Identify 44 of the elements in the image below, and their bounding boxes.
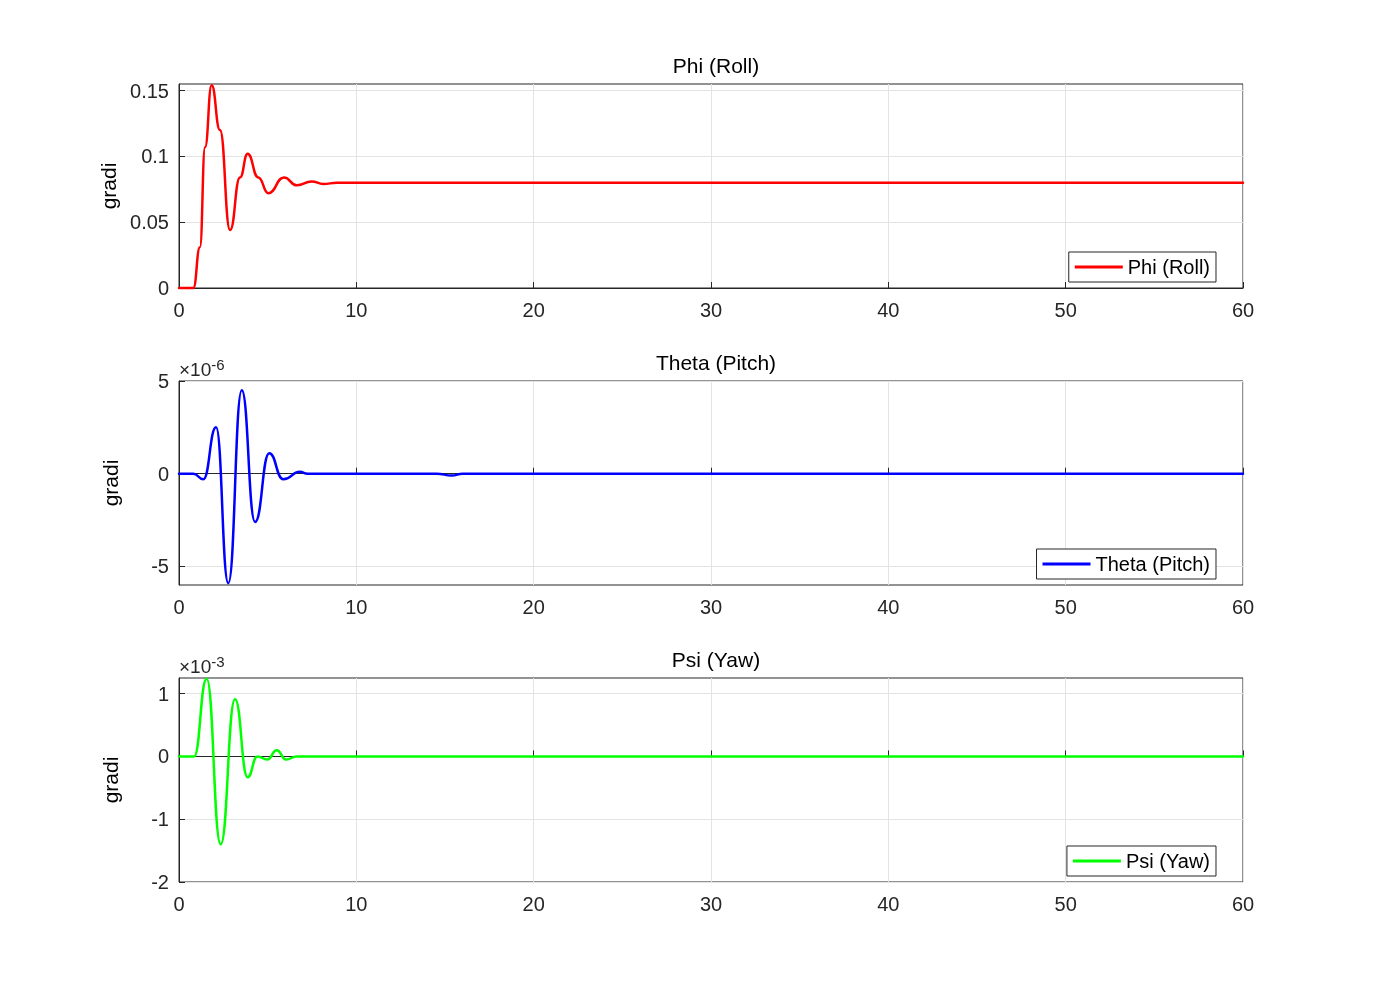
y-tick-label: -1: [151, 808, 169, 831]
y-tick-label: 0.15: [130, 79, 169, 102]
x-tick-label: 20: [522, 893, 545, 915]
y-tick-label: 0.05: [130, 211, 169, 234]
chart-title: Theta (Pitch): [655, 351, 777, 374]
chart-title: Psi (Yaw): [671, 648, 761, 671]
line-series: [177, 84, 1245, 290]
y-tick-label: 0: [157, 745, 169, 768]
x-tick-label: 60: [1231, 299, 1255, 321]
y-tick-label: 0: [157, 462, 169, 485]
x-tick-label: 10: [345, 893, 368, 915]
x-tick-label: 40: [877, 299, 900, 321]
x-tick-label: 20: [522, 299, 545, 321]
x-tick-label: 30: [699, 893, 723, 915]
y-tick-label: -5: [151, 555, 169, 578]
y-tick-label: -2: [151, 871, 169, 893]
y-tick-label: 0: [157, 277, 169, 299]
x-tick-label: 10: [345, 596, 368, 618]
legend-label: Theta (Pitch): [1095, 553, 1210, 575]
x-tick-label: 10: [345, 299, 368, 321]
x-tick-label: 50: [1054, 596, 1077, 618]
line-series: [177, 389, 1245, 585]
x-tick-label: 0: [173, 299, 185, 321]
legend-label: Psi (Yaw): [1125, 850, 1211, 872]
x-tick-label: 20: [522, 596, 545, 618]
x-tick-label: 40: [877, 893, 900, 915]
y-axis-title: gradi: [99, 756, 122, 804]
x-tick-label: 0: [173, 596, 185, 618]
chart-title: Phi (Roll): [672, 54, 760, 77]
line-series: [177, 677, 1245, 846]
x-tick-label: 60: [1231, 893, 1255, 915]
x-tick-label: 50: [1054, 893, 1077, 915]
x-tick-label: 60: [1231, 596, 1255, 618]
y-tick-label: 5: [157, 370, 169, 392]
y-tick-label: 0.1: [141, 145, 169, 168]
y-axis-title: gradi: [97, 162, 121, 210]
x-tick-label: 40: [877, 596, 900, 618]
x-tick-label: 30: [699, 596, 723, 618]
y-axis-title: gradi: [99, 459, 122, 507]
legend-label: Phi (Roll): [1127, 256, 1211, 278]
x-tick-label: 50: [1054, 299, 1077, 321]
y-tick-label: 1: [157, 682, 169, 705]
x-tick-label: 30: [699, 299, 723, 321]
x-tick-label: 0: [173, 893, 185, 915]
